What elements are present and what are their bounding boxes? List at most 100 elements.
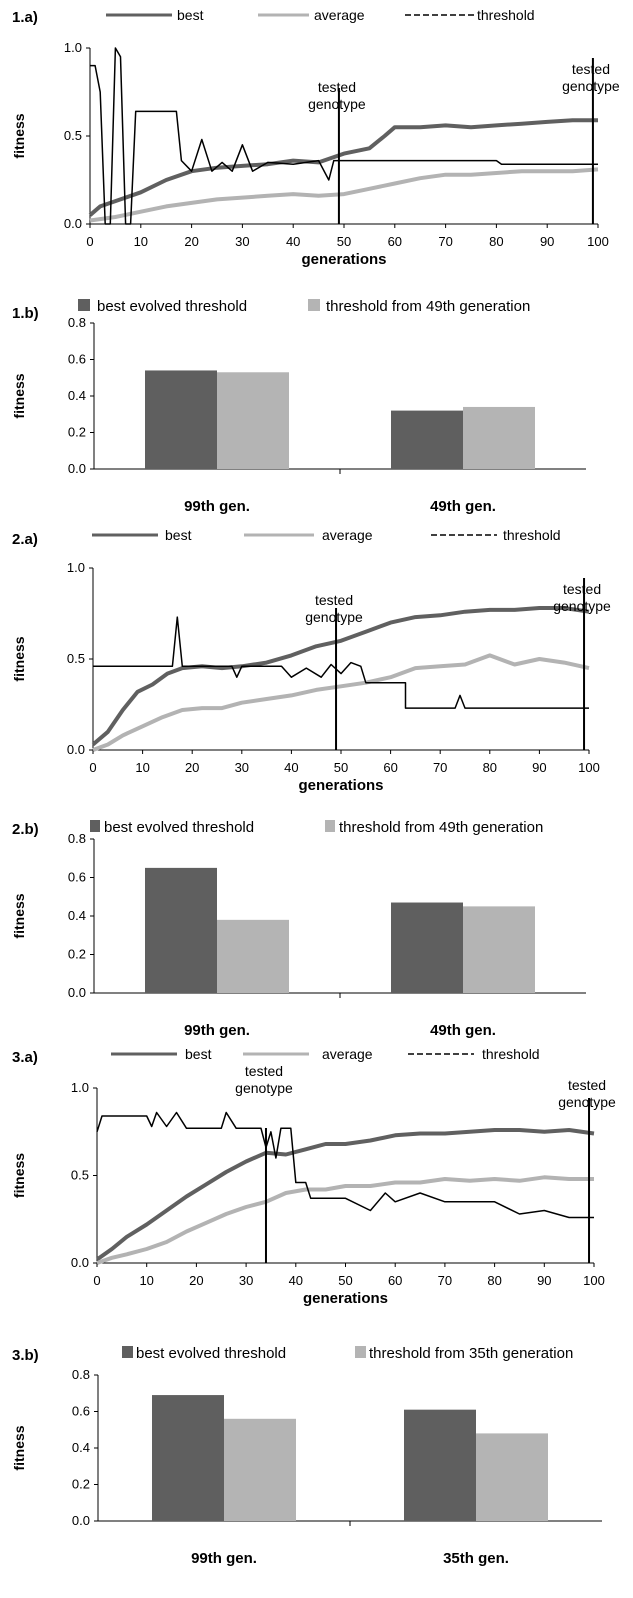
bar-best-evolved — [404, 1409, 476, 1521]
legend-label-best: best — [177, 7, 204, 23]
legend-label-threshold: threshold — [482, 1046, 540, 1062]
legend-label: threshold from 49th generation — [339, 819, 543, 836]
panel-label: 1.a) — [12, 9, 38, 26]
annotation-label: tested — [568, 1077, 606, 1093]
y-axis-label: fitness — [11, 636, 27, 681]
category-label: 99th gen. — [191, 1550, 257, 1567]
y-tick-label: 0.0 — [71, 1255, 89, 1270]
x-tick-label: 80 — [487, 1273, 501, 1288]
legend-label-average: average — [322, 527, 373, 543]
legend-label-best: best — [165, 527, 192, 543]
bar-best-evolved — [391, 902, 463, 993]
series-line-average — [89, 167, 599, 223]
series-line-threshold — [96, 1111, 594, 1219]
bar-threshold-from-generation — [217, 919, 289, 993]
y-axis-label: fitness — [11, 113, 27, 158]
y-tick-label: 0.5 — [71, 1168, 89, 1183]
y-tick-label: 0.8 — [72, 1367, 90, 1382]
series-line-threshold — [93, 616, 589, 709]
y-tick-label: 0.2 — [68, 425, 86, 440]
y-tick-label: 0.4 — [68, 908, 86, 923]
panel-2b: 2.b) fitness 0.0 0.2 0.4 0.6 0.8 99th gen. 49th … — [11, 819, 586, 1039]
series-line-best — [88, 118, 598, 217]
panel-1b: 1.b) fitness 0.0 0.2 0.4 0.6 0.8 99th gen. 49th … — [11, 298, 586, 515]
annotation-label: genotype — [235, 1080, 293, 1096]
series-line-best — [91, 606, 590, 747]
x-tick-label: 40 — [289, 1273, 303, 1288]
x-tick-label: 90 — [532, 760, 546, 775]
x-tick-label: 0 — [89, 760, 96, 775]
panel-3a: 3.a) fitness 0.0 0.5 1.0 0 10 20 30 40 50 60 70 80 90 1… — [11, 1046, 616, 1307]
y-tick-label: 0.5 — [64, 128, 82, 143]
x-tick-label: 90 — [537, 1273, 551, 1288]
legend-swatch — [308, 299, 320, 311]
annotation-label: genotype — [553, 598, 611, 614]
x-tick-label: 90 — [540, 234, 554, 249]
category-label: 49th gen. — [430, 498, 496, 515]
annotation-label: tested — [563, 581, 601, 597]
legend-label-threshold: threshold — [503, 527, 561, 543]
x-tick-label: 10 — [134, 234, 148, 249]
x-tick-label: 30 — [235, 760, 249, 775]
y-tick-label: 0.8 — [68, 831, 86, 846]
x-tick-label: 30 — [239, 1273, 253, 1288]
legend-label-threshold: threshold — [477, 7, 535, 23]
y-tick-label: 1.0 — [71, 1080, 89, 1095]
annotation-label: genotype — [562, 78, 620, 94]
y-tick-label: 0.6 — [68, 870, 86, 885]
x-tick-label: 10 — [135, 760, 149, 775]
bar-best-evolved — [145, 370, 217, 469]
bar-threshold-from-generation — [463, 406, 535, 469]
y-axis-label: fitness — [11, 893, 27, 938]
x-tick-label: 30 — [235, 234, 249, 249]
annotation-label: genotype — [558, 1094, 616, 1110]
x-tick-label: 100 — [587, 234, 609, 249]
y-axis-label: fitness — [11, 1153, 27, 1198]
bar-best-evolved — [145, 867, 217, 993]
series-line-threshold — [90, 47, 598, 225]
x-tick-label: 70 — [433, 760, 447, 775]
x-tick-label: 40 — [286, 234, 300, 249]
legend-label-average: average — [314, 7, 365, 23]
category-label: 35th gen. — [443, 1550, 509, 1567]
panel-label: 2.a) — [12, 531, 38, 548]
y-tick-label: 0.4 — [72, 1440, 90, 1455]
panel-label: 1.b) — [12, 305, 39, 322]
legend-label: best evolved threshold — [104, 819, 254, 836]
category-label: 99th gen. — [184, 1022, 250, 1039]
legend-label: threshold from 49th generation — [326, 298, 530, 315]
x-tick-label: 60 — [388, 234, 402, 249]
x-tick-label: 80 — [483, 760, 497, 775]
annotation-label: tested — [315, 592, 353, 608]
x-tick-label: 100 — [578, 760, 600, 775]
category-label: 99th gen. — [184, 498, 250, 515]
x-tick-label: 0 — [93, 1273, 100, 1288]
x-tick-label: 20 — [185, 760, 199, 775]
series-line-average — [96, 1175, 594, 1265]
y-tick-label: 0.4 — [68, 388, 86, 403]
x-tick-label: 70 — [438, 234, 452, 249]
y-tick-label: 0.5 — [67, 651, 85, 666]
legend-label: threshold from 35th generation — [369, 1345, 573, 1362]
category-label: 49th gen. — [430, 1022, 496, 1039]
legend-label: best evolved threshold — [136, 1345, 286, 1362]
y-tick-label: 0.2 — [68, 947, 86, 962]
annotation-label: tested — [572, 61, 610, 77]
x-tick-label: 50 — [338, 1273, 352, 1288]
bar-threshold-from-generation — [476, 1433, 548, 1521]
series-line-average — [92, 653, 590, 752]
x-tick-label: 80 — [489, 234, 503, 249]
x-axis-label: generations — [303, 1290, 388, 1307]
legend-label-average: average — [322, 1046, 373, 1062]
legend-swatch — [90, 820, 100, 832]
panel-label: 3.a) — [12, 1049, 38, 1066]
y-tick-label: 0.0 — [72, 1513, 90, 1528]
x-tick-label: 0 — [86, 234, 93, 249]
x-tick-label: 70 — [438, 1273, 452, 1288]
panel-3b: 3.b) fitness 0.0 0.2 0.4 0.6 0.8 99th gen. 35th … — [11, 1345, 602, 1567]
y-axis-label: fitness — [11, 1425, 27, 1470]
y-tick-label: 0.0 — [67, 742, 85, 757]
x-tick-label: 50 — [337, 234, 351, 249]
x-axis-label: generations — [301, 251, 386, 268]
x-tick-label: 100 — [583, 1273, 605, 1288]
